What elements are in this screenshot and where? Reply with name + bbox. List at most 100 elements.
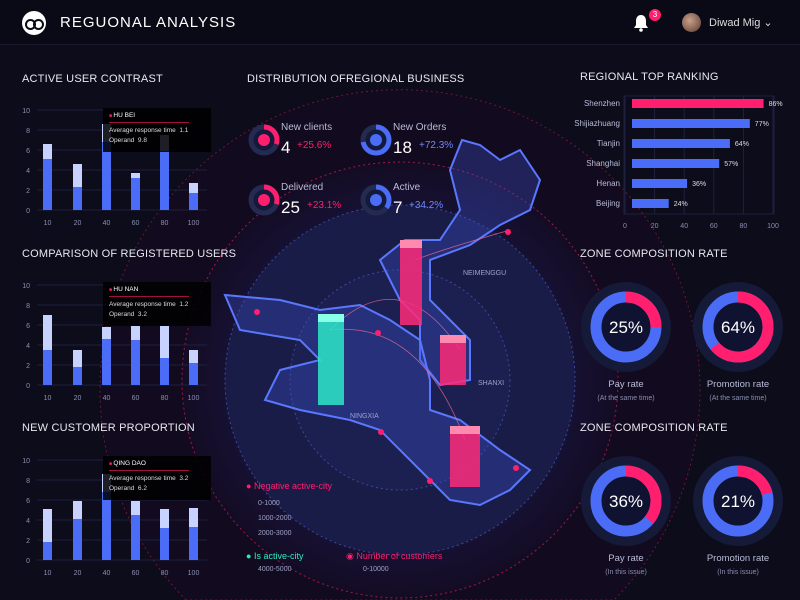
x-tick-label: 60 (132, 395, 140, 402)
bar-segment-base (131, 515, 140, 560)
tooltip-row: Operand 3.2 (109, 311, 147, 318)
section-title: ZONE COMPOSITION RATE (580, 248, 728, 260)
stat-change: +72.3% (419, 140, 453, 151)
bar-segment-top (131, 501, 140, 515)
tooltip-row: Operand 6.2 (109, 485, 147, 492)
x-tick-label: 100 (188, 570, 200, 577)
donut-segment (590, 465, 662, 537)
map-label: NEIMENGGU (463, 270, 507, 277)
donut-value: 21% (721, 492, 755, 511)
x-tick-label: 10 (44, 220, 52, 227)
stat-ring-fill (248, 184, 280, 216)
notification-badge[interactable]: 3 (649, 9, 661, 21)
bell-icon[interactable] (633, 14, 649, 32)
bar-segment-base (73, 519, 82, 560)
stat-label: New clients (281, 122, 332, 133)
donut-sublabel: (In this issue) (717, 569, 759, 576)
y-tick-label: 10 (22, 283, 30, 290)
section-title: REGIONAL TOP RANKING (580, 71, 719, 83)
legend-range: 0-10000 (363, 566, 389, 573)
value-label: 24% (674, 201, 688, 208)
donut-label: Pay rate (608, 553, 643, 564)
donut-sublabel: (At the same time) (709, 395, 766, 402)
bar-segment-base (43, 542, 52, 560)
bar-segment-base (160, 358, 169, 385)
bar-segment-top (73, 350, 82, 367)
bar-segment-base (189, 527, 198, 560)
bar-segment-base (73, 367, 82, 385)
y-tick-label: 4 (26, 518, 30, 525)
bar-segment-base (131, 178, 140, 210)
value-label: 77% (755, 121, 769, 128)
ranking-bar (632, 99, 764, 108)
tooltip-title: HU NAN (109, 286, 205, 293)
bar-segment-top (43, 509, 52, 542)
y-tick-label: 2 (26, 188, 30, 195)
section-title: ZONE COMPOSITION RATE (580, 422, 728, 434)
bar-segment-base (160, 151, 169, 210)
legend-range: 1000-2000 (258, 515, 292, 522)
bar-segment-base (131, 340, 140, 385)
bar-segment-base (102, 339, 111, 385)
stat-change: +34.2% (409, 200, 443, 211)
x-tick-label: 20 (74, 395, 82, 402)
cloud-icon (258, 134, 270, 146)
city-markers (254, 229, 519, 484)
bell-icon (370, 194, 382, 206)
tooltip-title: HU BEI (109, 112, 205, 119)
y-tick-label: 0 (26, 208, 30, 215)
bar-segment-top (102, 327, 111, 339)
stat-change: +25.6% (297, 140, 331, 151)
ranking-bar (632, 139, 730, 148)
value-label: 64% (735, 141, 749, 148)
chart-tooltip: QING DAO Average response time 3.2 Operand… (103, 456, 211, 500)
category-label: Henan (596, 179, 620, 188)
bar-segment-base (189, 363, 198, 385)
donut-sublabel: (At the same time) (597, 395, 654, 402)
section-title: NEW CUSTOMER PROPORTION (22, 422, 195, 434)
bar-segment-base (43, 350, 52, 385)
legend-range: 2000-3000 (258, 530, 292, 537)
bar-segment-top (160, 326, 169, 358)
category-label: Shenzhen (584, 99, 620, 108)
cart-icon (258, 194, 270, 206)
x-tick-label: 80 (161, 220, 169, 227)
map-label: NINGXIA (350, 413, 379, 420)
donut-sublabel: (In this issue) (605, 569, 647, 576)
legend-active: ● Is active-city (246, 551, 304, 561)
value-label: 36% (692, 181, 706, 188)
logo-icon (22, 11, 46, 35)
user-name: Diwad Mig (709, 17, 761, 29)
x-tick-label: 40 (103, 220, 111, 227)
y-tick-label: 2 (26, 363, 30, 370)
x-tick-label: 60 (710, 223, 718, 230)
bar-segment-top (160, 509, 169, 528)
bar-segment-base (43, 159, 52, 210)
donut-segment (702, 291, 774, 363)
donut-segment (590, 291, 662, 363)
ranking-bar (632, 199, 669, 208)
stat-change: +23.1% (307, 200, 341, 211)
bar-segment-top (189, 183, 198, 193)
y-tick-label: 10 (22, 458, 30, 465)
x-tick-label: 80 (740, 223, 748, 230)
x-tick-label: 10 (44, 395, 52, 402)
y-tick-label: 0 (26, 558, 30, 565)
header: REGUONAL ANALYSIS 3 Diwad Mig ⌄ (0, 0, 800, 45)
x-tick-label: 100 (767, 223, 779, 230)
app-title: REGUONAL ANALYSIS (60, 14, 237, 31)
donut-label: Promotion rate (707, 553, 769, 564)
x-tick-label: 80 (161, 395, 169, 402)
legend-range: 4000-5000 (258, 566, 292, 573)
avatar[interactable] (682, 13, 701, 32)
tooltip-title: QING DAO (109, 460, 205, 467)
bar-segment-base (189, 193, 198, 210)
stat-label: New Orders (393, 122, 446, 133)
donut-label: Pay rate (608, 379, 643, 390)
tooltip-row: Average response time 3.2 (109, 475, 189, 482)
user-menu[interactable]: Diwad Mig ⌄ (709, 16, 773, 29)
ranking-bar (632, 159, 720, 168)
x-tick-label: 40 (680, 223, 688, 230)
donut-value: 25% (609, 318, 643, 337)
